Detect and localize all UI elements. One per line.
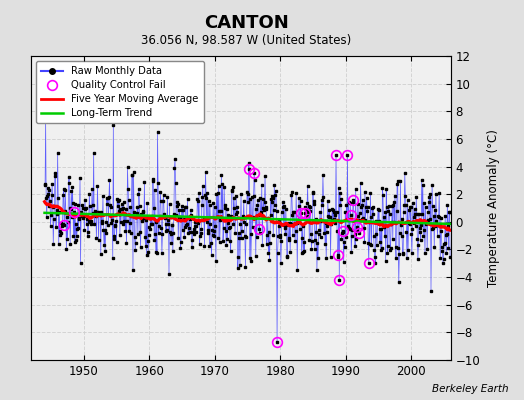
Y-axis label: Temperature Anomaly (°C): Temperature Anomaly (°C) [487, 129, 500, 287]
Legend: Raw Monthly Data, Quality Control Fail, Five Year Moving Average, Long-Term Tren: Raw Monthly Data, Quality Control Fail, … [37, 61, 204, 123]
Text: 36.056 N, 98.587 W (United States): 36.056 N, 98.587 W (United States) [141, 34, 352, 47]
Text: Berkeley Earth: Berkeley Earth [432, 384, 508, 394]
Text: CANTON: CANTON [204, 14, 289, 32]
